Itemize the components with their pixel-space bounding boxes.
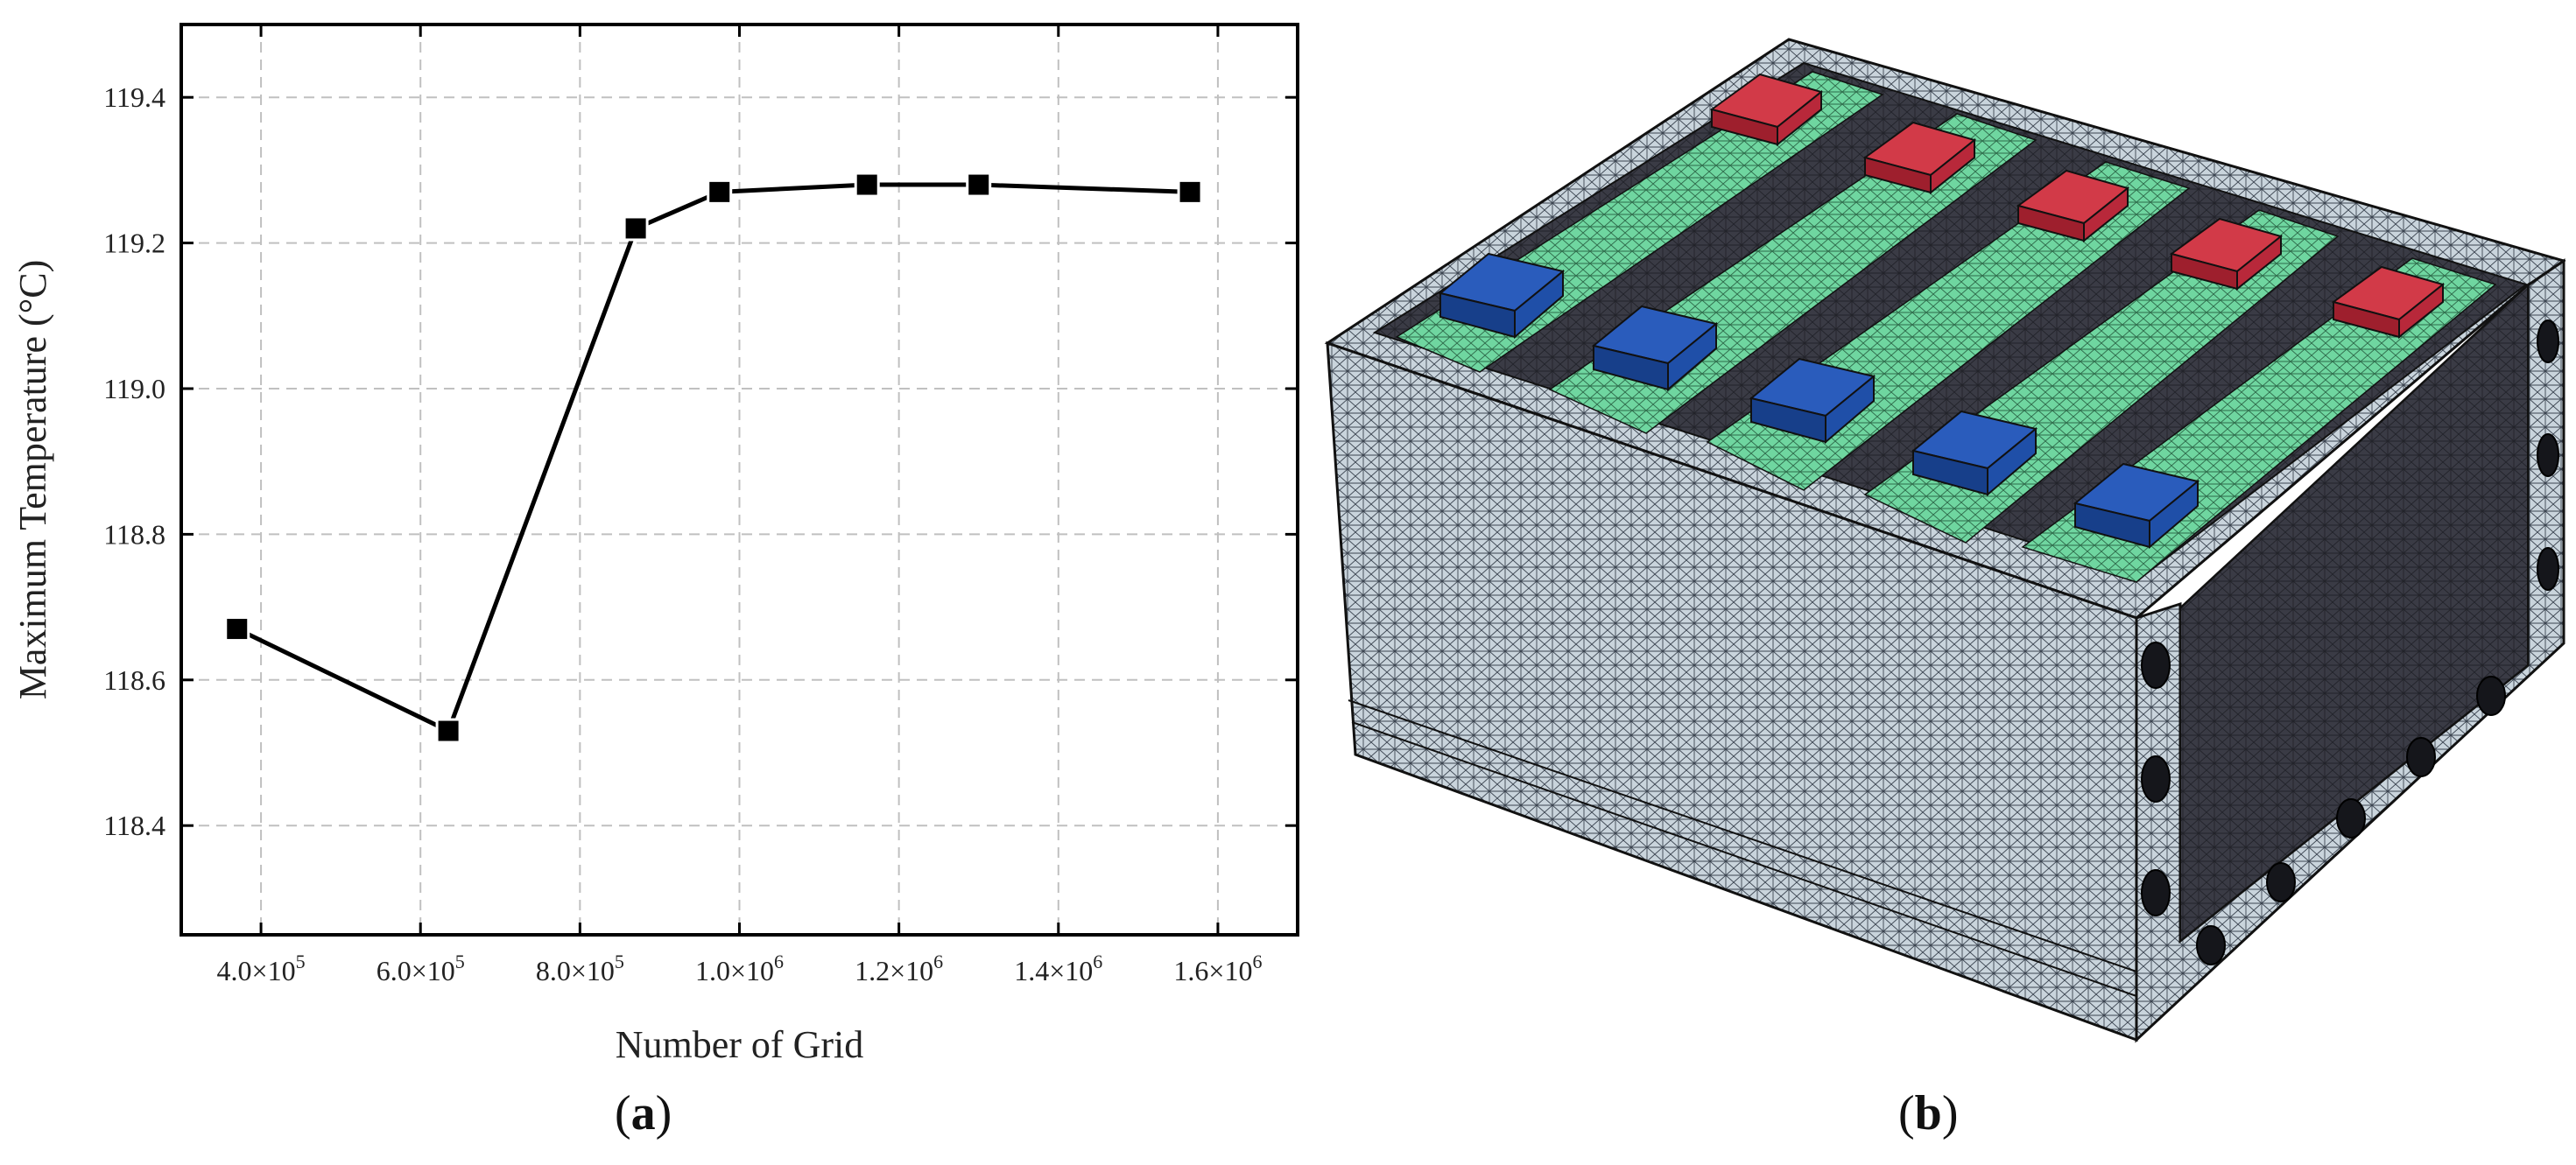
x-tick-label: 6.0×105	[377, 951, 465, 986]
data-point-marker	[707, 179, 733, 205]
data-point-marker	[224, 616, 250, 642]
axis-ticks	[181, 25, 1298, 935]
y-tick-label: 119.4	[103, 81, 165, 113]
series-max-temperature	[224, 172, 1203, 744]
right-face-inner	[2179, 283, 2529, 944]
front-face-seam-1	[1348, 699, 2137, 972]
data-point-marker	[623, 215, 649, 242]
red-block-2	[1862, 121, 1977, 195]
red-block-4	[2169, 217, 2284, 291]
x-tick-label: 8.0×105	[536, 951, 624, 986]
blue-block-3	[1749, 357, 1876, 445]
x-tick-labels: 4.0×105 6.0×105 8.0×105 1.0×106 1.2×106 1.4×1…	[217, 951, 1263, 986]
blue-block-4	[1911, 410, 2038, 497]
red-block-3	[2016, 169, 2130, 243]
y-tick-labels: 118.4 118.6 118.8 119.0 119.2 119.4	[103, 81, 165, 841]
y-tick-label: 118.6	[103, 664, 165, 696]
y-tick-label: 118.4	[103, 810, 165, 841]
blue-block-2	[1591, 305, 1719, 392]
mesh-model-illustration	[1324, 38, 2565, 1043]
front-face-seam-2	[1351, 721, 2137, 997]
y-tick-label: 119.0	[103, 373, 165, 404]
cooling-holes	[2141, 319, 2559, 965]
data-point-marker	[1177, 179, 1203, 205]
x-tick-label: 4.0×105	[217, 951, 306, 986]
x-tick-label: 1.2×106	[855, 951, 943, 986]
x-tick-label: 1.0×106	[695, 951, 784, 986]
grid-lines	[181, 25, 1298, 935]
blue-block-1	[1438, 252, 1566, 340]
x-tick-label: 1.6×106	[1173, 951, 1262, 986]
data-point-marker	[435, 718, 461, 744]
x-axis-title: Number of Grid	[616, 1023, 864, 1066]
data-point-marker	[854, 172, 880, 198]
red-block-1	[1709, 73, 1824, 147]
y-tick-label: 118.8	[103, 518, 165, 550]
panel-label-a: (a)	[615, 1086, 672, 1140]
y-tick-label: 119.2	[103, 228, 165, 259]
grid-independence-chart: 4.0×105 6.0×105 8.0×105 1.0×106 1.2×106 1.4×1…	[11, 23, 1299, 1066]
y-axis-title: Maximum Temperature (°C)	[11, 260, 54, 699]
red-block-5	[2331, 265, 2446, 340]
blue-block-5	[2073, 462, 2200, 550]
x-tick-label: 1.4×106	[1014, 951, 1102, 986]
data-point-marker	[966, 172, 992, 198]
panel-label-b: (b)	[1898, 1086, 1959, 1140]
